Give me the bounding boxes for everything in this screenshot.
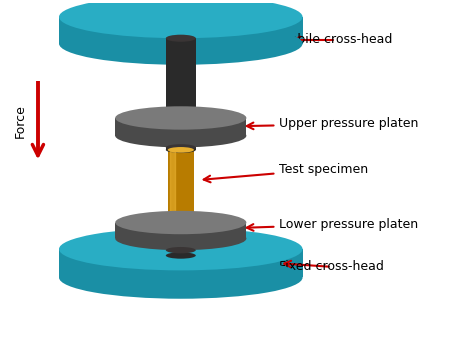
Polygon shape [166,147,196,150]
Text: Upper pressure platen: Upper pressure platen [247,117,419,130]
Ellipse shape [166,35,196,42]
Text: Lower pressure platen: Lower pressure platen [247,218,418,231]
Ellipse shape [59,22,302,65]
Polygon shape [115,118,246,136]
Polygon shape [59,17,302,44]
Ellipse shape [115,106,246,130]
Text: Test specimen: Test specimen [204,163,368,182]
Ellipse shape [59,0,302,38]
Ellipse shape [168,227,194,233]
Ellipse shape [166,144,196,150]
Text: Mobile cross-head: Mobile cross-head [279,33,392,46]
Ellipse shape [166,252,196,259]
Ellipse shape [166,247,196,253]
Ellipse shape [115,124,246,147]
Text: Force: Force [14,104,27,139]
Polygon shape [168,150,194,230]
Polygon shape [59,249,302,278]
Polygon shape [115,222,246,238]
Ellipse shape [115,227,246,250]
Polygon shape [166,38,196,127]
Ellipse shape [59,228,302,270]
Polygon shape [171,150,175,230]
Polygon shape [166,222,196,230]
Ellipse shape [115,211,246,234]
Text: Fixed cross-head: Fixed cross-head [279,260,384,273]
Ellipse shape [166,123,196,130]
Ellipse shape [59,256,302,299]
Ellipse shape [168,147,194,153]
Polygon shape [166,250,196,256]
Ellipse shape [166,147,196,153]
